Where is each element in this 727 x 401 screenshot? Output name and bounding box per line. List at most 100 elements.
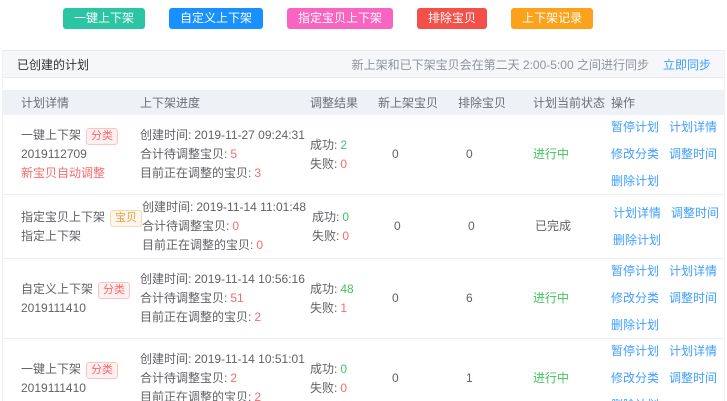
adjusting-value: 2 (254, 310, 262, 324)
sync-now-link[interactable]: 立即同步 (662, 57, 711, 72)
toolbar-button-4[interactable]: 排除宝贝 (417, 8, 488, 29)
plan-badge: 分类 (86, 128, 119, 145)
column-header: 调整结果 (310, 96, 359, 110)
status-text: 进行中 (533, 291, 570, 305)
pending-label: 合计待调整宝贝: (140, 371, 228, 385)
pending-value: 2 (230, 371, 238, 385)
success-value: 2 (340, 137, 348, 152)
action-link[interactable]: 删除计划 (613, 232, 662, 247)
action-link[interactable]: 调整时间 (671, 205, 720, 220)
created-time-line: 创建时间: 2019-11-27 09:24:31 (140, 126, 310, 145)
adjusting-line: 目前正在调整的宝贝: 2 (140, 308, 310, 327)
toolbar-button-1[interactable]: 一键上下架 (63, 8, 146, 29)
plan-type-line: 一键上下架 分类 (21, 126, 140, 145)
success-label: 成功: (310, 281, 338, 296)
action-link[interactable]: 暂停计划 (611, 120, 660, 134)
excluded-count: 0 (466, 147, 473, 161)
action-link[interactable]: 删除计划 (611, 318, 660, 332)
adjusting-label: 目前正在调整的宝贝: (142, 238, 254, 252)
plan-type-line: 指定宝贝上下架 宝贝 (21, 208, 143, 227)
sync-area: 新上架和已下架宝贝会在第二天 2:00-5:00 之间进行同步 立即同步 (352, 56, 711, 73)
plan-note: 新宝贝自动调整 (21, 166, 106, 180)
action-link[interactable]: 计划详情 (613, 205, 662, 220)
panel-header: 已创建的计划 新上架和已下架宝贝会在第二天 2:00-5:00 之间进行同步 立即… (3, 50, 724, 78)
action-link[interactable]: 计划详情 (669, 344, 718, 358)
toolbar-button-5[interactable]: 上下架记录 (511, 8, 594, 29)
adjusting-value: 3 (254, 166, 262, 180)
panel-title: 已创建的计划 (17, 57, 90, 72)
pending-line: 合计待调整宝贝: 51 (140, 289, 310, 308)
adjusting-label: 目前正在调整的宝贝: (140, 310, 252, 324)
created-time-label: 创建时间: (142, 200, 194, 214)
created-time-value: 2019-11-14 10:51:01 (194, 352, 305, 366)
fail-value: 1 (340, 300, 348, 315)
status-cell: 进行中 (533, 145, 611, 164)
fail-label: 失败: (310, 156, 338, 171)
pending-label: 合计待调整宝贝: (142, 219, 230, 233)
action-link[interactable]: 删除计划 (611, 174, 660, 188)
excluded-count: 1 (466, 371, 473, 385)
fail-label: 失败: (310, 300, 338, 315)
action-link[interactable]: 调整时间 (669, 291, 718, 305)
plan-detail-cell: 自定义上下架 分类 2019111410 (3, 280, 140, 318)
status-text: 进行中 (533, 147, 570, 161)
pending-line: 合计待调整宝贝: 0 (142, 217, 312, 236)
success-label: 成功: (310, 137, 338, 152)
pending-value: 0 (232, 219, 240, 233)
plan-id: 2019111410 (21, 300, 86, 315)
actions-cell: 暂停计划计划详情修改分类调整时间删除计划 (611, 118, 724, 191)
plan-type: 一键上下架 (21, 361, 82, 376)
fail-value: 0 (342, 228, 350, 243)
success-line: 成功: 48 (310, 280, 378, 299)
created-time-label: 创建时间: (140, 352, 192, 366)
created-time-line: 创建时间: 2019-11-14 11:01:48 (142, 198, 312, 217)
status-text: 已完成 (535, 219, 572, 233)
plans-panel: 已创建的计划 新上架和已下架宝贝会在第二天 2:00-5:00 之间进行同步 立即… (2, 50, 725, 401)
toolbar-button-3[interactable]: 指定宝贝上下架 (287, 8, 394, 29)
table-row: 自定义上下架 分类 2019111410 创建时间: 2019-11-14 10:5… (3, 259, 724, 339)
pending-line: 合计待调整宝贝: 5 (140, 145, 310, 164)
action-link[interactable]: 修改分类 (611, 371, 660, 385)
action-link[interactable]: 调整时间 (669, 371, 718, 385)
table-row: 一键上下架 分类 2019112709 新宝贝自动调整 创建时间: 2019-11-… (3, 115, 724, 195)
status-text: 进行中 (533, 371, 570, 385)
action-link[interactable]: 修改分类 (611, 147, 660, 161)
action-link[interactable]: 删除计划 (611, 396, 659, 401)
excluded-count: 6 (466, 291, 473, 305)
success-value: 48 (340, 281, 354, 296)
created-time-line: 创建时间: 2019-11-14 10:51:01 (140, 350, 310, 369)
action-link[interactable]: 计划详情 (669, 120, 718, 134)
plan-id: 2019111410 (21, 380, 86, 395)
toolbar: 一键上下架 自定义上下架 指定宝贝上下架 排除宝贝 上下架记录 (0, 0, 727, 50)
actions-cell: 暂停计划计划详情修改分类调整时间删除计划 (611, 262, 724, 335)
new-listed-count: 0 (392, 147, 399, 161)
toolbar-button-2[interactable]: 自定义上下架 (169, 8, 264, 29)
plan-badge: 分类 (86, 361, 119, 379)
action-link[interactable]: 暂停计划 (611, 344, 660, 358)
plan-id: 指定上下架 (21, 228, 82, 243)
action-link[interactable]: 计划详情 (669, 264, 718, 278)
plan-type: 指定宝贝上下架 (21, 209, 106, 224)
status-cell: 进行中 (533, 289, 611, 308)
success-value: 0 (340, 361, 348, 376)
success-label: 成功: (312, 209, 340, 224)
fail-line: 失败: 1 (310, 299, 378, 318)
new-listed-count: 0 (394, 219, 401, 233)
column-header: 新上架宝贝 (378, 96, 439, 110)
success-line: 成功: 2 (310, 136, 378, 155)
progress-cell: 创建时间: 2019-11-14 10:51:01 合计待调整宝贝: 2 目前正在调… (140, 350, 310, 401)
table-header-row: 计划详情 上下架进度 调整结果 新上架宝贝 排除宝贝 计划当前状态 操作 (3, 90, 724, 115)
plan-type-line: 一键上下架 分类 (21, 360, 140, 379)
created-time-value: 2019-11-27 09:24:31 (194, 128, 305, 142)
pending-label: 合计待调整宝贝: (140, 291, 228, 305)
created-time-label: 创建时间: (140, 272, 192, 286)
created-time-line: 创建时间: 2019-11-14 10:56:16 (140, 270, 310, 289)
action-link[interactable]: 暂停计划 (611, 264, 660, 278)
created-time-value: 2019-11-14 10:56:16 (194, 272, 305, 286)
table-body: 一键上下架 分类 2019112709 新宝贝自动调整 创建时间: 2019-11-… (3, 115, 724, 401)
action-link[interactable]: 调整时间 (669, 147, 718, 161)
plan-type-line: 自定义上下架 分类 (21, 280, 140, 299)
result-cell: 成功: 0 失败: 0 (312, 208, 380, 246)
progress-cell: 创建时间: 2019-11-14 11:01:48 合计待调整宝贝: 0 目前正在调… (142, 198, 312, 255)
action-link[interactable]: 修改分类 (611, 291, 660, 305)
